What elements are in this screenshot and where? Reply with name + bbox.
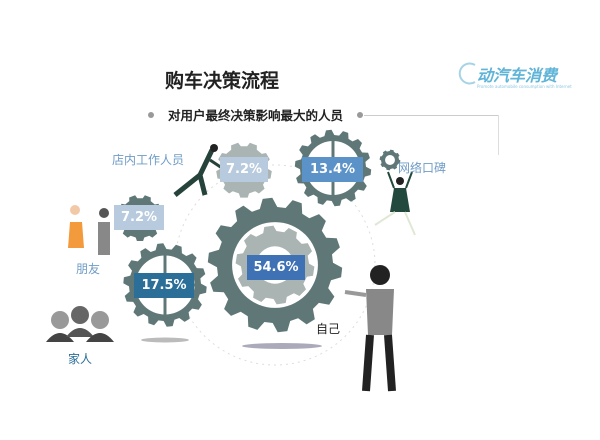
label-friends: 朋友	[76, 262, 101, 276]
person-friend-1	[68, 222, 84, 248]
person-family-body	[46, 333, 74, 342]
person-online-legs	[374, 211, 416, 236]
person-online-head	[396, 177, 404, 185]
value-staff: 7.2%	[220, 157, 268, 182]
label-self: 自己	[316, 322, 341, 336]
value-self: 54.6%	[247, 255, 305, 280]
value-friends: 7.2%	[114, 205, 164, 230]
gear-small-hole	[385, 155, 395, 165]
person-family-head	[91, 311, 109, 329]
person-family-body	[86, 333, 114, 342]
page-title: 购车决策流程	[165, 70, 280, 92]
person-friend-2	[98, 222, 110, 255]
value-online: 13.4%	[302, 157, 363, 182]
subtitle-dot	[148, 112, 154, 118]
divider	[364, 115, 499, 116]
subtitle-dot	[357, 112, 363, 118]
person-self-legs	[362, 334, 396, 392]
person-staff-head	[210, 144, 218, 152]
person-friend-2-head	[99, 208, 109, 218]
label-family: 家人	[68, 352, 93, 366]
person-online-arms	[387, 171, 413, 189]
person-online-body	[390, 188, 410, 212]
label-online: 网络口碑	[398, 161, 447, 175]
person-self-body	[366, 289, 394, 335]
divider	[498, 115, 499, 155]
person-self-arm	[344, 290, 367, 297]
person-staff	[173, 148, 215, 197]
gear-shadow	[141, 337, 189, 343]
person-friend-1-head	[70, 205, 80, 215]
gear-shadow	[242, 343, 322, 349]
person-family-body	[66, 328, 94, 337]
person-family-head	[71, 306, 89, 324]
label-staff: 店内工作人员	[112, 153, 185, 167]
logo: 动汽车消费 Promote automobile consumption wit…	[455, 60, 575, 100]
subtitle: 对用户最终决策影响最大的人员	[168, 108, 344, 123]
logo-tagline: Promote automobile consumption with Inte…	[477, 84, 572, 89]
logo-swoosh-icon	[458, 62, 476, 85]
person-self-head	[370, 265, 390, 285]
person-family-head	[51, 311, 69, 329]
value-family: 17.5%	[134, 273, 194, 298]
logo-text: 动汽车消费	[477, 66, 558, 85]
